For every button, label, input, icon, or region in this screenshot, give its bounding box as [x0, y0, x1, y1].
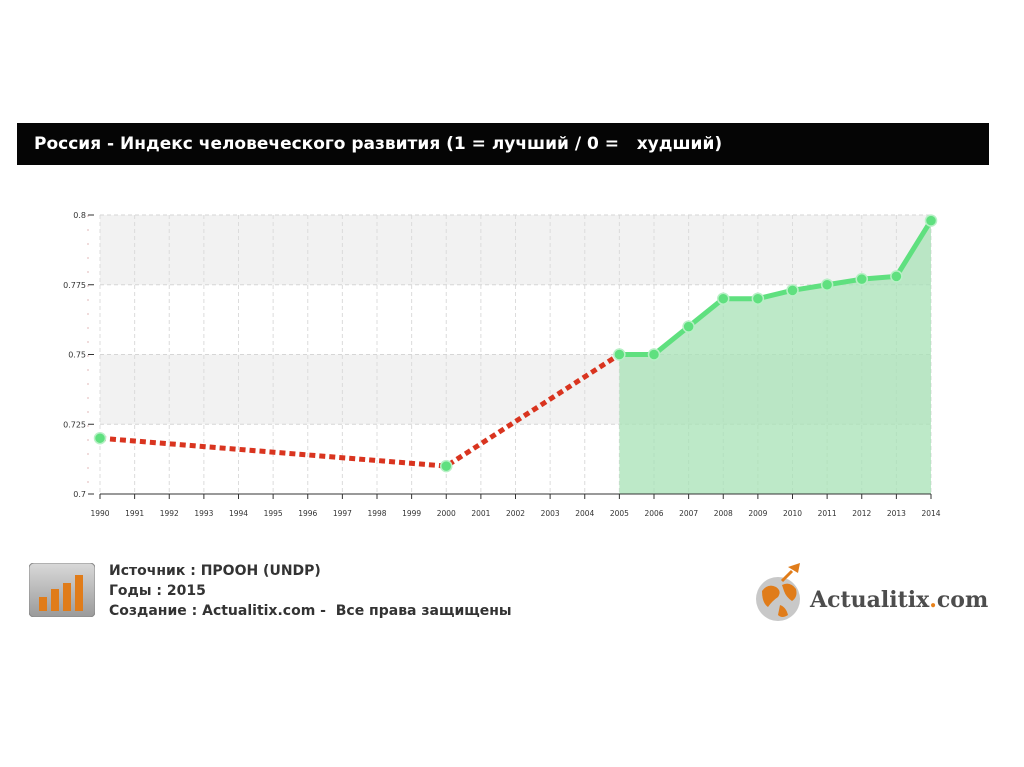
x-tick-label: 2013	[887, 509, 906, 518]
data-point	[820, 278, 834, 291]
x-tick-label: 2012	[852, 509, 871, 518]
dashed-series-line	[99, 352, 621, 469]
chart-title-bar: Россия - Индекс человеческого развития (…	[17, 123, 989, 165]
x-tick-label: 2004	[575, 509, 594, 518]
data-point	[613, 348, 626, 361]
logo-text: Actualitix.com	[810, 587, 988, 613]
axes	[87, 214, 932, 499]
chart-title: Россия - Индекс человеческого развития (…	[34, 134, 723, 154]
x-tick-label: 2014	[921, 509, 940, 518]
x-tick-label: 2002	[506, 509, 525, 518]
x-tick-label: 2011	[818, 509, 837, 518]
x-tick-label: 2008	[714, 509, 733, 518]
x-tick-label: 2005	[610, 509, 629, 518]
x-tick-label: 2006	[644, 509, 663, 518]
bar-chart-icon	[28, 562, 96, 618]
x-tick-label: 2009	[748, 509, 767, 518]
data-point	[647, 348, 661, 361]
created-text: Создание : Actualitix.com - Все права за…	[109, 603, 512, 619]
x-tick-label: 1996	[298, 509, 317, 518]
data-point	[890, 270, 903, 283]
data-point	[855, 272, 868, 286]
data-point	[440, 459, 453, 473]
source-info: Источник : ПРООН (UNDP) Годы : 2015 Созд…	[109, 561, 512, 621]
x-tick-label: 1997	[333, 509, 352, 518]
x-tick-label: 1991	[125, 509, 144, 518]
actualitix-logo: Actualitix.com	[748, 561, 988, 623]
x-tick-label: 1990	[90, 509, 109, 518]
data-point	[786, 284, 799, 297]
source-text: Источник : ПРООН (UNDP)	[109, 563, 321, 579]
y-tick-label: 0.75	[68, 351, 86, 360]
x-tick-label: 2001	[471, 509, 490, 518]
area-fill	[619, 220, 931, 494]
data-point	[924, 214, 938, 227]
x-tick-label: 1992	[160, 509, 179, 518]
solid-series-line	[619, 219, 934, 357]
x-tick-label: 1995	[264, 509, 283, 518]
x-tick-label: 1993	[194, 509, 213, 518]
data-points	[93, 214, 938, 473]
y-tick-labels: 0.7 0.725 0.75 0.775 0.8	[63, 211, 86, 499]
series-lines	[99, 219, 934, 469]
x-tick-label: 1999	[402, 509, 421, 518]
x-tick-label: 1998	[367, 509, 386, 518]
x-tick-label: 1994	[229, 509, 248, 518]
data-point	[93, 431, 107, 445]
x-tick-label: 2000	[437, 509, 456, 518]
x-tick-label: 2003	[541, 509, 560, 518]
logo-dot: .	[929, 587, 937, 613]
data-point	[751, 292, 765, 305]
x-tick-label: 2007	[679, 509, 698, 518]
y-tick-label: 0.8	[73, 211, 86, 220]
area-fill-shape	[619, 220, 931, 494]
logo-suffix: com	[936, 587, 989, 613]
data-point	[717, 292, 730, 305]
x-tick-label: 2010	[783, 509, 802, 518]
y-tick-label: 0.775	[63, 281, 86, 290]
globe-icon	[756, 563, 800, 621]
x-tick-labels: 1990 1991 1992 1993 1994 1995 1996 1997 1998 1999…	[90, 509, 940, 518]
y-tick-label: 0.725	[63, 420, 86, 429]
logo-name: Actualitix	[810, 587, 930, 613]
years-text: Годы : 2015	[109, 583, 206, 599]
data-point	[682, 320, 695, 333]
y-tick-label: 0.7	[73, 490, 86, 499]
